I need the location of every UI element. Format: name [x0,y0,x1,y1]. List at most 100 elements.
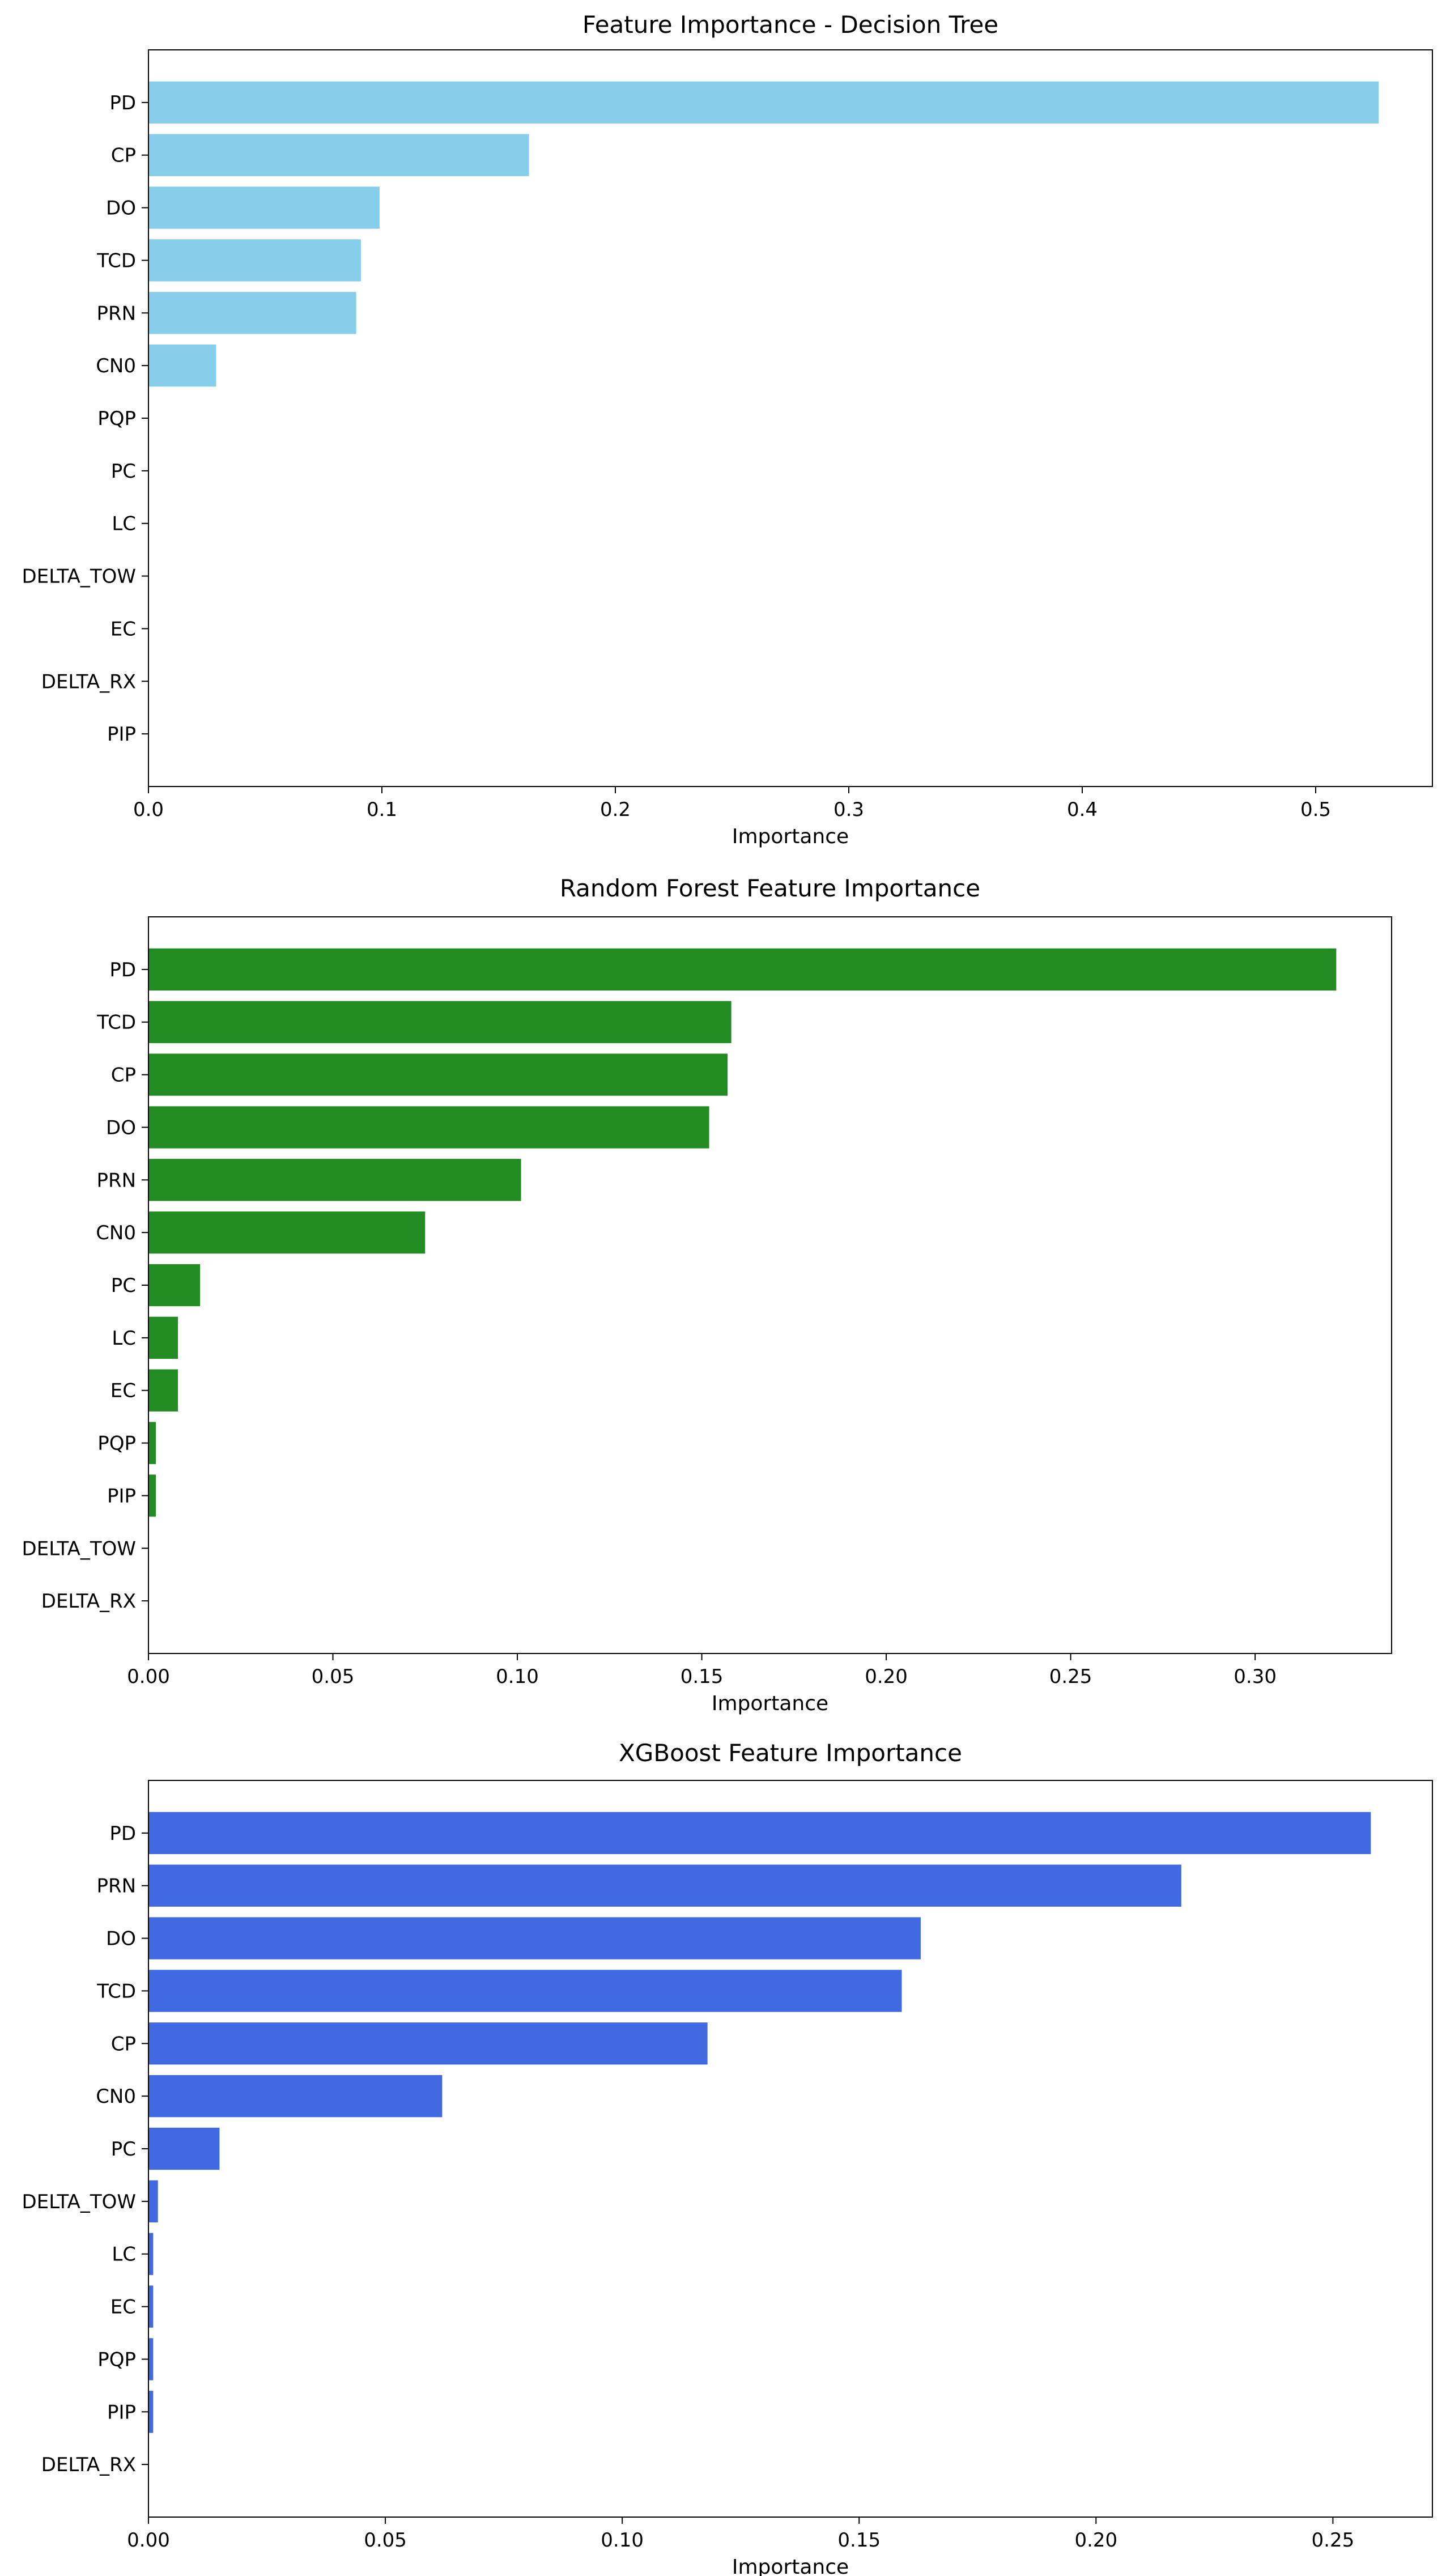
chart-2-bar-pd [148,948,1337,991]
chart-2-ytick-label: DO [106,1116,136,1139]
chart-2-ytick-label: CP [111,1064,136,1087]
chart-2-ytick-label: CN0 [96,1222,136,1244]
chart-3-ytick-label: DO [106,1928,136,1950]
chart-3-bar-cp [148,2022,708,2065]
chart-1-bar-cp [148,134,529,176]
chart-3-ytick-label: PD [109,1822,136,1845]
chart-2-ytick-label: PC [111,1274,136,1297]
chart-1-xtick-label: 0.3 [833,798,864,821]
chart-2-xtick-label: 0.00 [127,1665,170,1688]
chart-3-bar-pd [148,1812,1371,1854]
chart-1-title: Feature Importance - Decision Tree [582,11,998,39]
chart-3-title: XGBoost Feature Importance [619,1739,962,1767]
chart-1-ytick-label: PQP [97,407,136,430]
chart-2-ytick-label: EC [110,1380,136,1402]
chart-2-bar-cp [148,1053,728,1096]
chart-2-ytick-label: PIP [107,1485,136,1507]
chart-1-ytick-label: DELTA_TOW [22,566,136,588]
chart-2-bar-pqp [148,1422,156,1464]
chart-2: Random Forest Feature Importance PD TCD CP D… [22,874,1392,1715]
chart-1-ytick-label: DELTA_RX [41,670,136,693]
chart-3-xtick-label: 0.05 [364,2529,407,2552]
chart-3: XGBoost Feature Importance PD PRN DO TCD CP CN… [22,1739,1433,2576]
chart-1-ytick-label: EC [110,618,136,640]
chart-3-ytick-label: DELTA_RX [41,2454,136,2476]
chart-3-ytick-label: EC [110,2296,136,2319]
chart-3-plot-frame [148,1780,1433,2518]
chart-2-ytick-label: DELTA_RX [41,1590,136,1613]
chart-1-xtick-label: 0.5 [1300,798,1331,821]
chart-2-bar-do [148,1106,709,1149]
chart-3-bar-do [148,1917,921,1959]
chart-3-ytick-label: PRN [96,1875,136,1898]
chart-2-xaxis-label: Importance [712,1692,828,1715]
chart-1-xtick-label: 0.0 [133,798,164,821]
chart-2-xtick-label: 0.15 [681,1665,724,1688]
chart-1-ytick-label: PRN [96,302,136,325]
chart-1-ytick-label: TCD [96,249,136,272]
chart-3-ytick-label: PQP [97,2348,136,2371]
chart-2-bar-pc [148,1264,201,1307]
chart-3-bar-ec [148,2285,154,2328]
chart-3-bar-lc [148,2233,154,2275]
chart-1-bar-do [148,186,380,229]
chart-3-bar-delta-tow [148,2180,158,2222]
chart-2-xtick-label: 0.20 [865,1665,908,1688]
chart-3-ytick-label: LC [112,2243,136,2266]
chart-3-bar-prn [148,1864,1181,1907]
chart-3-bar-pqp [148,2338,154,2381]
chart-2-bar-ec [148,1369,178,1412]
chart-1-ytick-label: LC [112,513,136,535]
chart-2-bar-lc [148,1316,178,1359]
chart-3-xtick-label: 0.20 [1074,2529,1117,2552]
chart-3-bar-cn0 [148,2075,443,2118]
chart-1-ytick-label: CP [111,144,136,167]
chart-1-bar-prn [148,292,356,334]
chart-2-ytick-label: PQP [97,1432,136,1455]
chart-1-ytick-label: CN0 [96,355,136,377]
chart-2-plot-frame [148,916,1392,1654]
chart-2-ytick-label: DELTA_TOW [22,1537,136,1560]
chart-3-bar-pip [148,2391,154,2433]
chart-3-ytick-label: CN0 [96,2085,136,2108]
chart-2-bar-cn0 [148,1212,426,1254]
chart-2-xtick-label: 0.10 [496,1665,539,1688]
chart-2-bar-prn [148,1159,521,1201]
chart-3-bar-tcd [148,1970,902,2012]
chart-1-ytick-label: DO [106,197,136,220]
chart-3-ytick-label: PC [111,2138,136,2161]
chart-1-xtick-label: 0.1 [367,798,397,821]
chart-1-plot-frame [148,49,1433,787]
chart-1-ytick-label: PC [111,460,136,483]
chart-2-ytick-label: TCD [96,1011,136,1034]
chart-1-ytick-label: PIP [107,723,136,746]
chart-2-ytick-label: PD [109,959,136,981]
chart-3-ytick-label: TCD [96,1980,136,2003]
chart-3-xtick-label: 0.00 [127,2529,170,2552]
chart-3-xtick-label: 0.10 [601,2529,644,2552]
chart-3-ytick-label: CP [111,2033,136,2055]
chart-2-ytick-label: LC [112,1327,136,1350]
chart-1-xtick-label: 0.4 [1067,798,1098,821]
chart-1-xtick-label: 0.2 [600,798,631,821]
chart-2-title: Random Forest Feature Importance [560,874,980,902]
chart-2-bar-tcd [148,1001,731,1043]
chart-1-bar-tcd [148,239,361,282]
chart-3-ytick-label: DELTA_TOW [22,2191,136,2213]
chart-1-bar-cn0 [148,345,216,387]
chart-3-xtick-label: 0.15 [837,2529,881,2552]
chart-1-ytick-label: PD [109,92,136,114]
chart-2-ytick-label: PRN [96,1169,136,1192]
chart-1-xaxis-label: Importance [732,825,849,848]
chart-3-xaxis-label: Importance [732,2556,849,2576]
chart-2-xtick-label: 0.05 [312,1665,355,1688]
chart-3-bar-pc [148,2127,220,2170]
chart-2-xtick-label: 0.30 [1234,1665,1277,1688]
chart-2-bar-pip [148,1474,156,1517]
chart-3-xtick-label: 0.25 [1312,2529,1355,2552]
chart-2-xtick-label: 0.25 [1049,1665,1092,1688]
chart-1: Feature Importance - Decision Tree PD CP DO… [22,11,1433,848]
chart-1-bar-pd [148,81,1379,124]
chart-3-ytick-label: PIP [107,2401,136,2424]
